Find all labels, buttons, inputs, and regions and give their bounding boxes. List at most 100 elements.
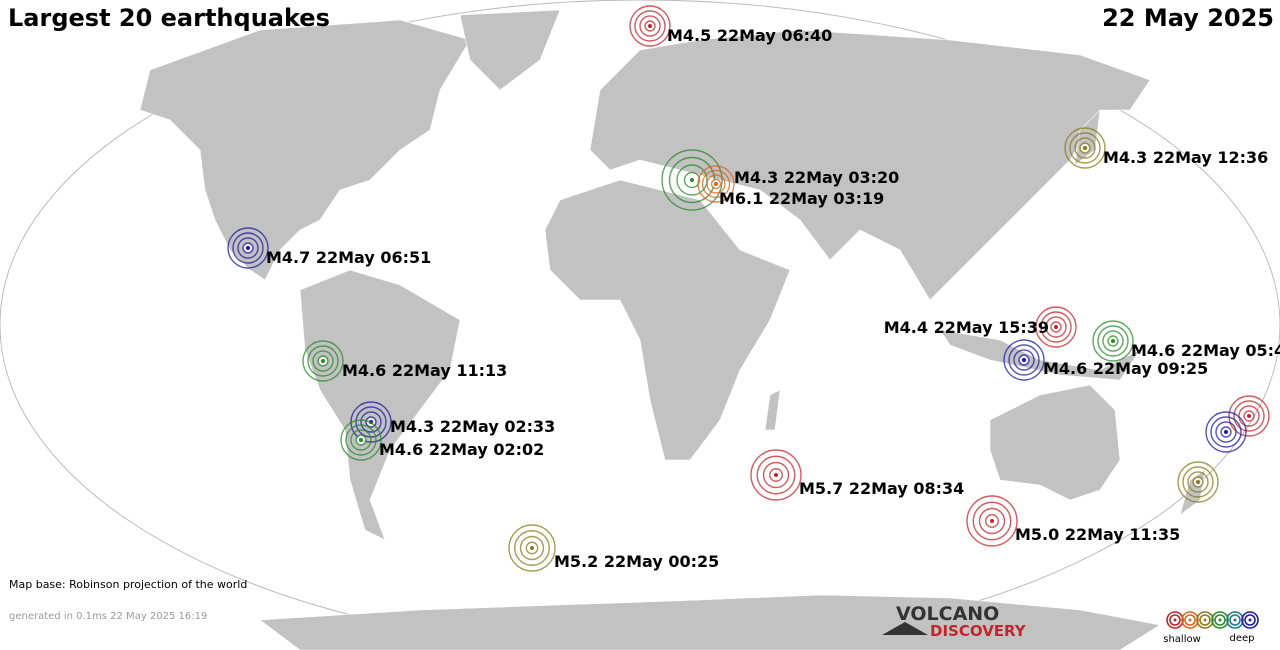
quake-ring xyxy=(227,227,269,269)
legend-ring xyxy=(1211,611,1229,629)
africa xyxy=(544,179,791,461)
quake-ring xyxy=(1215,421,1237,443)
quake-ring xyxy=(508,524,556,572)
date: 22 May 2025 xyxy=(1102,4,1274,32)
quake-ring xyxy=(519,535,545,561)
land xyxy=(139,9,1206,650)
quake-ring xyxy=(762,461,790,489)
quake-ring xyxy=(1035,306,1077,348)
legend-ring xyxy=(1166,611,1184,629)
quake-ring xyxy=(340,419,382,461)
quake-center xyxy=(246,246,250,250)
quake-center xyxy=(1196,480,1200,484)
australia xyxy=(989,384,1121,501)
quake-ring xyxy=(756,455,796,495)
quake-ring xyxy=(1097,325,1129,357)
quake-center xyxy=(530,546,534,550)
quake-label: M4.5 22May 06:40 xyxy=(667,26,832,45)
quake-ring xyxy=(1187,471,1209,493)
quake-center xyxy=(1247,414,1251,418)
quake-ring xyxy=(639,15,661,37)
quake-ring xyxy=(966,495,1018,547)
legend-ring xyxy=(1214,614,1226,626)
quake-center xyxy=(359,438,363,442)
quake-label: M4.6 22May 09:25 xyxy=(1043,359,1208,378)
quake-ring xyxy=(676,164,708,196)
quake-ring xyxy=(1069,132,1101,164)
quake-ring xyxy=(307,345,339,377)
quake-ring xyxy=(302,340,344,382)
quake-ring xyxy=(1013,349,1035,371)
antarctica xyxy=(259,594,1161,650)
quake-ring xyxy=(237,237,259,259)
quake-ring xyxy=(1008,344,1040,376)
legend-ring xyxy=(1241,611,1259,629)
greenland xyxy=(459,9,561,91)
quake-ring xyxy=(661,149,723,211)
quake-center xyxy=(321,359,325,363)
quake-ring xyxy=(1040,311,1072,343)
quake-ring xyxy=(1177,461,1219,503)
quake-ring xyxy=(1092,320,1134,362)
quake-ring xyxy=(514,530,550,566)
quake-ring xyxy=(1205,411,1247,453)
quake-center xyxy=(714,182,718,186)
legend-ring xyxy=(1229,614,1241,626)
quake-label: M4.6 22May 02:02 xyxy=(379,440,544,459)
legend-ring xyxy=(1226,611,1244,629)
legend-center xyxy=(1188,618,1192,622)
quake-center xyxy=(1224,430,1228,434)
legend-ring xyxy=(1184,614,1196,626)
quake-center xyxy=(648,24,652,28)
quake-label: M4.6 22May 05:41 xyxy=(1131,341,1280,360)
indonesia xyxy=(939,329,1141,381)
quake-label: M5.0 22May 11:35 xyxy=(1015,525,1180,544)
quake-ring xyxy=(972,501,1012,541)
quake-ring xyxy=(312,350,334,372)
legend-center xyxy=(1203,618,1207,622)
quake-ring xyxy=(634,10,666,42)
quake-label: M4.3 22May 02:33 xyxy=(390,417,555,436)
quake-ring xyxy=(1210,416,1242,448)
quake-ring xyxy=(1064,127,1106,169)
quake-label: M4.3 22May 12:36 xyxy=(1103,148,1268,167)
quake-ring xyxy=(1182,466,1214,498)
quake-ring xyxy=(701,169,731,199)
quake-ring xyxy=(1074,137,1096,159)
quake-label: M6.1 22May 03:19 xyxy=(719,189,884,208)
legend-ring xyxy=(1196,611,1214,629)
quake-ring xyxy=(750,449,802,501)
legend-ring xyxy=(1169,614,1181,626)
quake-center xyxy=(1054,325,1058,329)
logo: VOLCANO DISCOVERY xyxy=(882,603,1027,640)
quake-label: M4.4 22May 15:39 xyxy=(884,318,1049,337)
legend-ring xyxy=(1244,614,1256,626)
quake-ring xyxy=(1233,400,1265,432)
map-base-note: Map base: Robinson projection of the wor… xyxy=(9,578,247,591)
legend-center xyxy=(1218,618,1222,622)
quake-ring xyxy=(1045,316,1067,338)
legend-center xyxy=(1233,618,1237,622)
quake-label: M4.3 22May 03:20 xyxy=(734,168,899,187)
quake-label: M4.6 22May 11:13 xyxy=(342,361,507,380)
quake-ring xyxy=(1228,395,1270,437)
legend-center xyxy=(1248,618,1252,622)
quake-ring xyxy=(978,507,1006,535)
quake-center xyxy=(990,519,994,523)
legend-center xyxy=(1173,618,1177,622)
south-america xyxy=(299,269,461,541)
logo-line2: DISCOVERY xyxy=(930,622,1027,640)
legend: shallow deep xyxy=(1163,611,1259,645)
title: Largest 20 earthquakes xyxy=(8,4,330,32)
quake-ring xyxy=(345,424,377,456)
quake-ring xyxy=(232,232,264,264)
generated-note: generated in 0.1ms 22 May 2025 16:19 xyxy=(9,611,207,622)
logo-line1: VOLCANO xyxy=(896,603,999,625)
quake-ring xyxy=(697,165,735,203)
logo-icon xyxy=(882,622,928,635)
quake-ring xyxy=(350,429,372,451)
legend-ring xyxy=(1199,614,1211,626)
quake-center xyxy=(1083,146,1087,150)
